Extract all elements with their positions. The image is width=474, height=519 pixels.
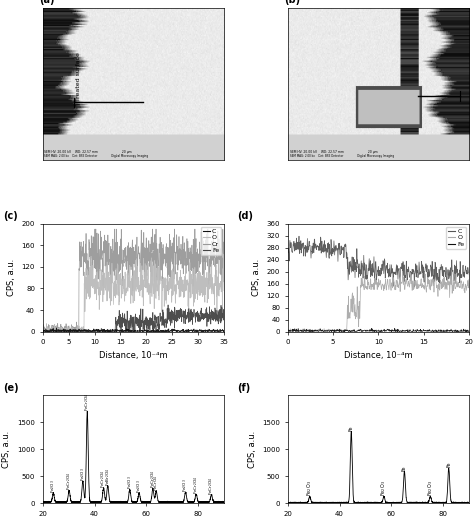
Text: SEM MAG: 2.00 kx    Det: BSE Detector                Digital Microscopy Imaging: SEM MAG: 2.00 kx Det: BSE Detector Digit… [290, 154, 394, 158]
Legend: C, O, Fe: C, O, Fe [446, 227, 466, 249]
Text: (d): (d) [237, 211, 253, 222]
Text: FeCrO$_4$: FeCrO$_4$ [153, 474, 160, 491]
Text: (b): (b) [284, 0, 300, 5]
Y-axis label: CPS, a.u.: CPS, a.u. [247, 431, 256, 468]
Text: FeCr$_2$O$_4$: FeCr$_2$O$_4$ [149, 470, 157, 488]
Text: FeCr$_2$O$_4$: FeCr$_2$O$_4$ [83, 393, 91, 411]
Text: (c): (c) [3, 211, 18, 222]
Text: SEM HV: 20.00 kV    WD: 22.57 mm                        20 µm: SEM HV: 20.00 kV WD: 22.57 mm 20 µm [290, 150, 377, 154]
Text: FeCr$_2$O$_4$: FeCr$_2$O$_4$ [100, 469, 108, 488]
X-axis label: Distance, 10⁻⁴m: Distance, 10⁻⁴m [99, 351, 168, 360]
Text: (f): (f) [237, 383, 250, 393]
Text: (e): (e) [3, 383, 18, 393]
Text: (a): (a) [39, 0, 55, 5]
Text: Fe$_2$O$_3$: Fe$_2$O$_3$ [182, 479, 189, 492]
Text: Fe: Fe [402, 465, 407, 471]
Y-axis label: CPS, a.u.: CPS, a.u. [252, 259, 261, 296]
Text: SEM HV: 20.00 kV    WD: 22.57 mm                        20 µm: SEM HV: 20.00 kV WD: 22.57 mm 20 µm [45, 150, 132, 154]
Text: SEM MAG: 2.00 kx    Det: BSE Detector                Digital Microscopy Imaging: SEM MAG: 2.00 kx Det: BSE Detector Digit… [45, 154, 149, 158]
Text: Fe$_2$O$_3$: Fe$_2$O$_3$ [305, 480, 314, 496]
Text: Fe: Fe [447, 462, 451, 467]
Text: Fe$_2$O$_3$: Fe$_2$O$_3$ [49, 479, 57, 493]
Text: Fe: Fe [349, 425, 354, 431]
Text: Fe$_2$O$_3$: Fe$_2$O$_3$ [380, 480, 388, 496]
Text: Treated surface: Treated surface [76, 52, 82, 101]
Legend: C, O, Cr, Fe: C, O, Cr, Fe [201, 227, 221, 255]
X-axis label: Distance, 10⁻⁴m: Distance, 10⁻⁴m [344, 351, 413, 360]
Text: FeCr$_2$O$_4$: FeCr$_2$O$_4$ [65, 472, 73, 490]
Text: FeCr$_2$O$_4$: FeCr$_2$O$_4$ [192, 475, 200, 494]
Y-axis label: CPS, a.u.: CPS, a.u. [7, 259, 16, 296]
Y-axis label: CPS, a.u.: CPS, a.u. [2, 431, 11, 468]
Text: Fe$_2$O$_3$: Fe$_2$O$_3$ [126, 475, 134, 489]
Text: FeCr$_2$O$_4$: FeCr$_2$O$_4$ [208, 476, 215, 495]
Text: FeBr$_2$O$_4$: FeBr$_2$O$_4$ [104, 467, 111, 486]
Text: Fe$_2$O$_3$: Fe$_2$O$_3$ [79, 468, 87, 481]
Text: Fe$_2$O$_3$: Fe$_2$O$_3$ [426, 480, 435, 496]
Text: Fe$_2$O$_3$: Fe$_2$O$_3$ [136, 479, 143, 493]
